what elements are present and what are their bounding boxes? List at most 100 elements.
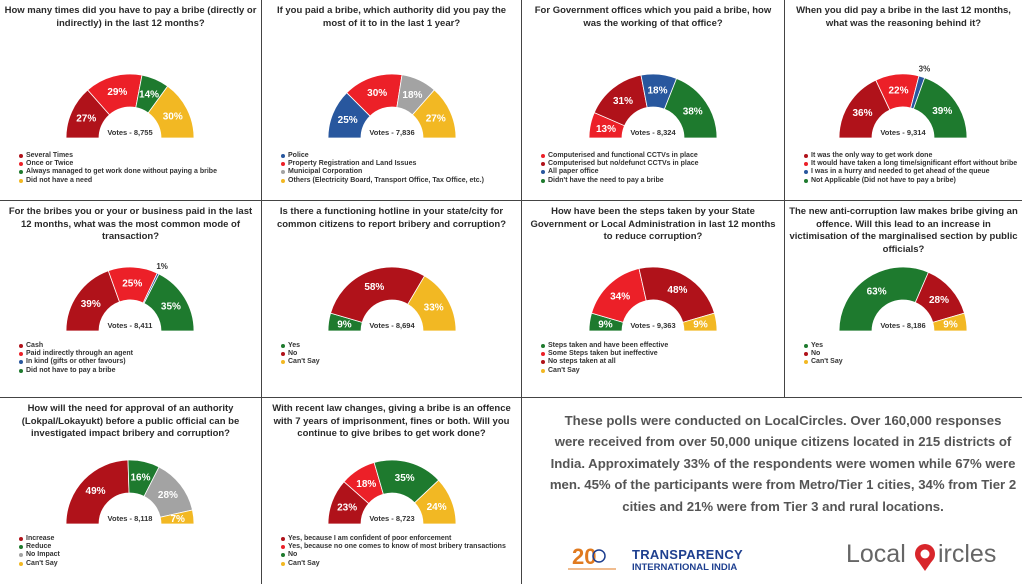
half-donut-chart: 49% 16% 28% 7% Votes - 8,118 — [65, 459, 195, 525]
legend-swatch — [804, 344, 808, 348]
legend-label: In kind (gifts or other favours) — [26, 358, 126, 366]
segment-value-label: 39% — [932, 106, 952, 117]
legend-label: Once or Twice — [26, 160, 74, 168]
legend-swatch — [541, 344, 545, 348]
legend-swatch — [281, 178, 285, 183]
legend-swatch — [804, 162, 808, 167]
segment-value-label: 30% — [367, 88, 387, 99]
legend-swatch — [19, 368, 23, 373]
legend-swatch — [804, 360, 808, 365]
legend-label: No — [288, 350, 298, 358]
poll-question-title: The new anti-corruption law makes bribe … — [789, 206, 1018, 255]
poll-question-title: With recent law changes, giving a bribe … — [272, 403, 511, 439]
chart-legend: Steps taken and have been effective Some … — [540, 342, 668, 375]
legend-swatch — [281, 360, 285, 365]
legend-label: Municipal Corporation — [288, 168, 363, 176]
donut-segment — [912, 77, 968, 139]
donut-segment — [330, 266, 426, 323]
legend-label: Did not have a need — [26, 176, 93, 184]
legend-item: I was in a hurry and needed to get ahead… — [803, 168, 1017, 176]
donut-segment — [932, 312, 968, 332]
legend-swatch — [19, 537, 23, 541]
legend-swatch — [19, 561, 23, 566]
segment-value-label: 3% — [919, 65, 931, 74]
legend-item: Can't Say — [280, 358, 320, 366]
legend-swatch — [19, 553, 23, 558]
legend-label: Yes — [288, 342, 301, 349]
poll-panel-govt-steps: How have been the steps taken by your St… — [522, 201, 784, 397]
legend-swatch — [19, 344, 23, 348]
segment-value-label: 25% — [338, 115, 358, 126]
legend-label: Computerised but no/defunct CCTVs in pla… — [548, 160, 699, 168]
legend-label: Property Registration and Land Issues — [288, 160, 417, 168]
poll-question-title: How have been the steps taken by your St… — [530, 206, 776, 242]
donut-segment — [147, 85, 195, 139]
legend-item: It was the only way to get work done — [803, 152, 1017, 160]
legend-item: Increase — [18, 535, 60, 543]
segment-value-label: 48% — [667, 285, 687, 296]
legend-label: No steps taken at all — [548, 358, 616, 366]
legend-swatch — [19, 178, 23, 183]
segment-value-label: 9% — [337, 320, 352, 331]
legend-item: Can't Say — [540, 367, 668, 375]
votes-count: Votes - 8,186 — [880, 321, 925, 330]
poll-question-title: If you paid a bribe, which authority did… — [276, 5, 507, 29]
segment-value-label: 13% — [596, 124, 616, 135]
legend-swatch — [281, 561, 285, 566]
chart-legend: Several Times Once or Twice Always managed… — [18, 152, 217, 185]
segment-value-label: 9% — [943, 320, 958, 331]
donut-segment — [414, 479, 457, 525]
legend-item: Reduce — [18, 543, 60, 551]
legend-swatch — [19, 170, 23, 175]
legend-swatch — [19, 360, 23, 365]
segment-value-label: 14% — [139, 89, 159, 100]
legend-label: Didn't have the need to pay a bribe — [548, 176, 664, 184]
poll-question-title: For the bribes you or your or business p… — [8, 206, 253, 242]
half-donut-chart: 63% 28% 9% Votes - 8,186 — [838, 266, 968, 332]
ti-20-years-mark-icon: 20 — [568, 544, 616, 570]
donut-segment — [407, 275, 457, 332]
legend-item: Yes — [803, 342, 843, 350]
legend-item: In kind (gifts or other favours) — [18, 358, 133, 366]
legend-item: Can't Say — [280, 560, 506, 568]
segment-value-label: 22% — [888, 86, 908, 97]
legend-swatch — [541, 154, 545, 158]
votes-count: Votes - 8,694 — [369, 321, 415, 330]
votes-label-box — [629, 320, 677, 331]
legend-swatch — [281, 344, 285, 348]
ti-name-line2: INTERNATIONAL INDIA — [632, 562, 738, 573]
poll-panel-victimisation: The new anti-corruption law makes bribe … — [785, 201, 1022, 397]
legend-swatch — [541, 368, 545, 373]
legend-label: No — [811, 350, 821, 358]
legend-label: Yes, because no one comes to know of mos… — [288, 543, 506, 551]
legend-label: Yes, because I am confident of poor enfo… — [288, 535, 452, 542]
legend-item: All paper office — [540, 168, 699, 176]
ti-name-line1: TRANSPARENCY — [632, 547, 743, 562]
chart-legend: Yes No Can't Say — [280, 342, 320, 367]
segment-value-label: 30% — [163, 112, 183, 123]
legend-label: Increase — [26, 535, 55, 542]
segment-value-label: 58% — [364, 282, 384, 293]
legend-swatch — [541, 352, 545, 357]
grid-line — [0, 200, 1022, 201]
segment-value-label: 49% — [86, 486, 106, 497]
segment-value-label: 1% — [156, 262, 168, 271]
legend-item: Computerised but no/defunct CCTVs in pla… — [540, 160, 699, 168]
legend-label: Yes — [811, 342, 824, 349]
legend-item: Can't Say — [18, 560, 60, 568]
legend-item: Did not have a need — [18, 177, 217, 185]
grid-line — [521, 0, 522, 397]
donut-segment — [838, 266, 929, 332]
chart-legend: Yes No Can't Say — [803, 342, 843, 367]
legend-item: Paid indirectly through an agent — [18, 350, 133, 358]
poll-panel-authority: If you paid a bribe, which authority did… — [262, 0, 521, 200]
segment-value-label: 38% — [683, 107, 703, 118]
legend-item: Police — [280, 152, 484, 160]
poll-panel-transaction-mode: For the bribes you or your or business p… — [0, 201, 261, 397]
legend-item: Did not have to pay a bribe — [18, 367, 133, 375]
legend-label: Reduce — [26, 543, 52, 551]
segment-value-label: 16% — [130, 473, 150, 484]
votes-label-box — [879, 127, 927, 138]
segment-value-label: 63% — [867, 286, 887, 297]
legend-swatch — [804, 154, 808, 158]
